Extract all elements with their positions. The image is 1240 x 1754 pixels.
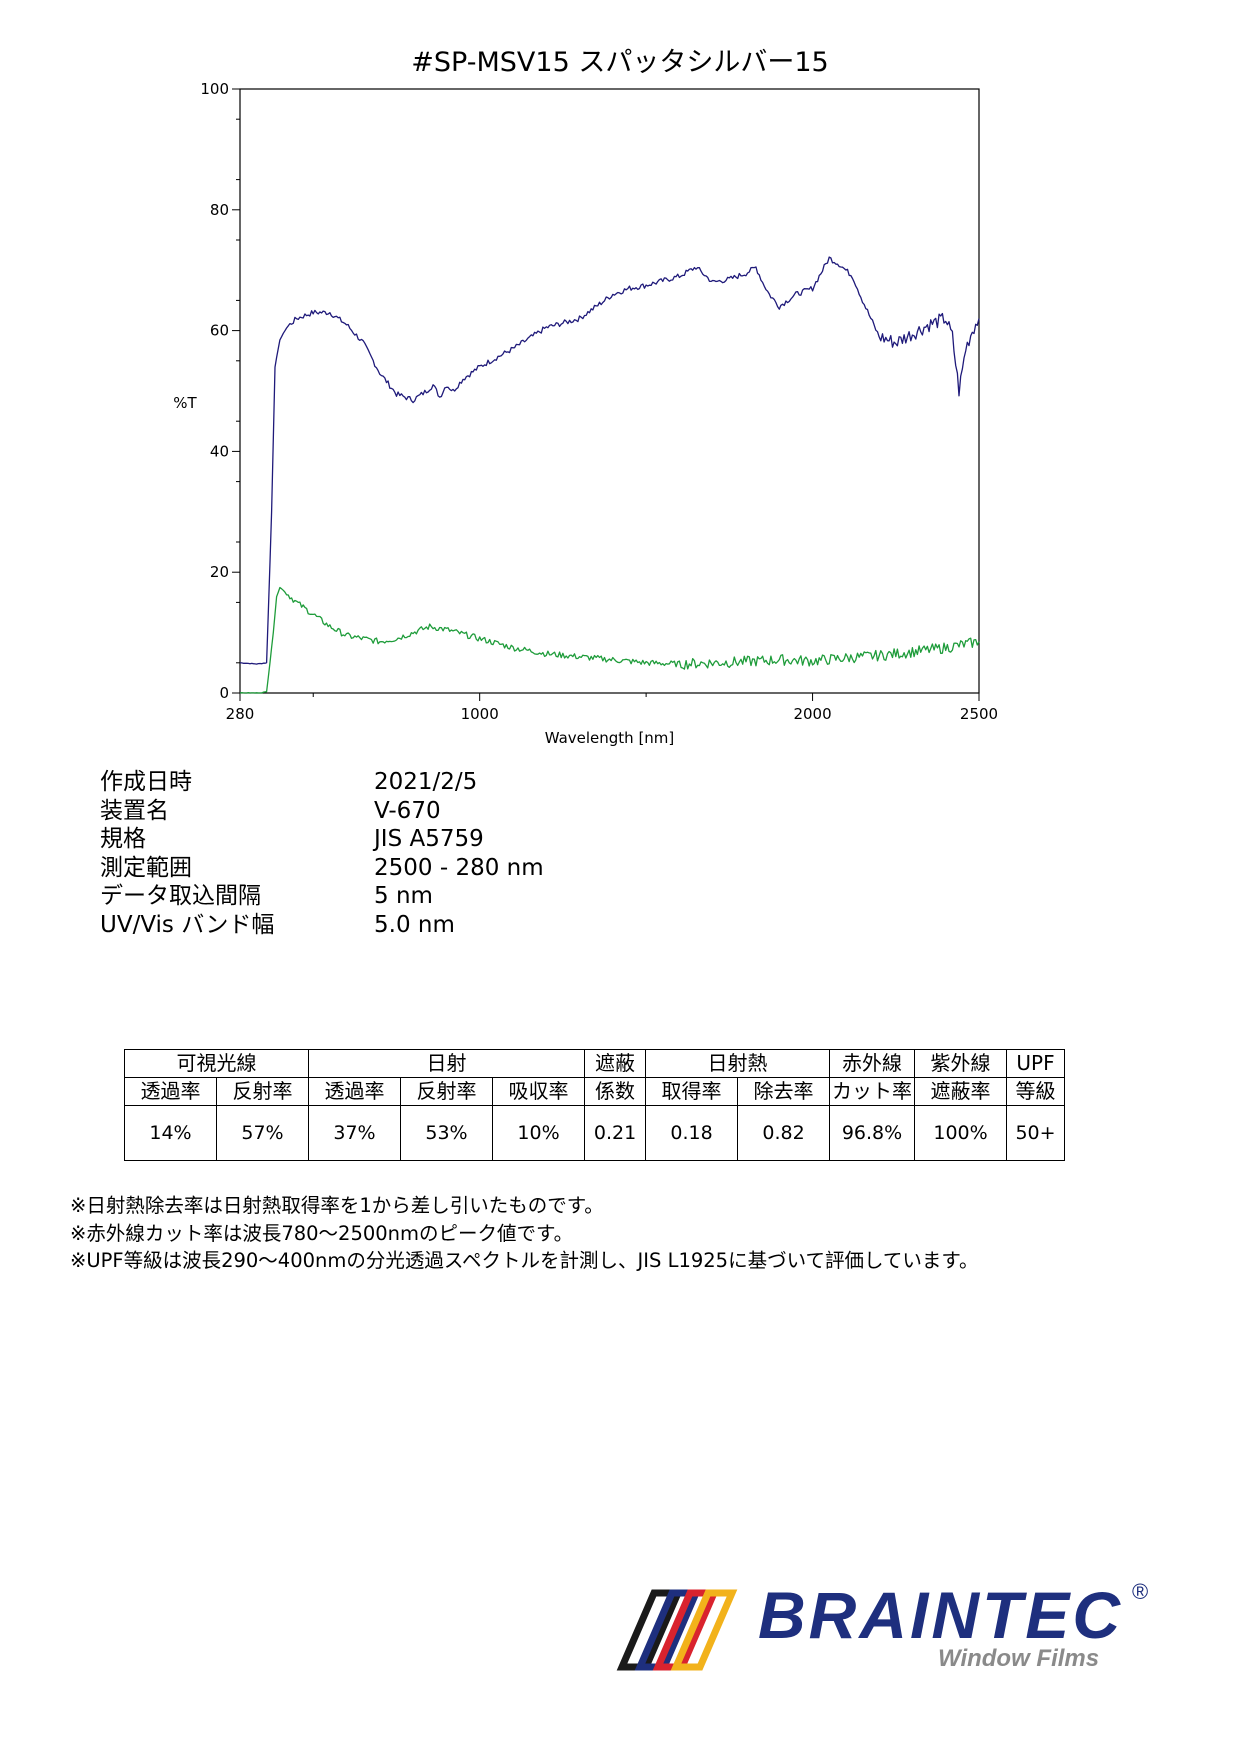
registered-mark: ® [1132,1579,1149,1604]
meta-key: 測定範囲 [100,854,192,881]
subheader-heat-gain: 取得率 [645,1077,739,1106]
footnote: ※UPF等級は波長290～400nmの分光透過スペクトルを計測し、JIS L19… [70,1249,979,1272]
value-shading-coef: 0.21 [584,1105,647,1161]
value-uv-block: 100% [914,1105,1008,1161]
meta-key: データ取込間隔 [100,883,261,909]
x-tick-label: 1000 [461,705,499,723]
header-solar-heat: 日射熱 [645,1049,831,1078]
meta-key: 作成日時 [100,769,192,795]
page-title: #SP-MSV15 スパッタシルバー15 [411,47,829,78]
subheader-sol-transmittance: 透過率 [308,1077,401,1106]
value-upf: 50+ [1006,1105,1066,1161]
y-axis-label: %T [173,394,197,412]
header-ir-bottom: カット率 [829,1077,916,1106]
value-sol-reflectance: 53% [400,1105,493,1161]
subheader-vis-reflectance: 反射率 [216,1077,309,1106]
braintec-logo: BRAINTEC ® Window Films [612,1578,1172,1678]
y-tick-label: 0 [219,684,229,702]
meta-value: 5 nm [374,883,433,909]
measurement-info: 作成日時 2021/2/5 装置名 V-670 規格 JIS A5759 測定範囲 25… [100,768,544,939]
meta-row: 作成日時 2021/2/5 [100,768,544,797]
header-uv-bottom: 遮蔽率 [914,1077,1008,1106]
brand-name: BRAINTEC [758,1578,1123,1652]
performance-table: 可視光線 日射 遮蔽 日射熱 赤外線 紫外線 UPF 透過率 反射率 透過率 反… [124,1049,1066,1161]
value-ir-cut: 96.8% [829,1105,916,1161]
y-tick-label: 60 [210,322,229,340]
header-upf-top: UPF [1006,1049,1066,1078]
table-row: 14% 57% 37% 53% 10% 0.21 0.18 0.82 96.8%… [124,1105,1066,1161]
meta-value: 5.0 nm [374,911,455,938]
meta-value: JIS A5759 [374,826,484,852]
subheader-heat-rejection: 除去率 [737,1077,831,1106]
y-tick-label: 20 [210,563,229,581]
stripes-logo-icon [616,1589,738,1671]
header-shading-coef-top: 遮蔽 [584,1049,647,1078]
meta-row: 装置名 V-670 [100,797,544,826]
meta-row: UV/Vis バンド幅 5.0 nm [100,911,544,940]
meta-key: UV/Vis バンド幅 [100,911,275,938]
meta-row: データ取込間隔 5 nm [100,882,544,911]
value-vis-transmittance: 14% [124,1105,217,1161]
y-tick-label: 40 [210,442,229,460]
y-tick-label: 80 [210,201,229,219]
meta-key: 装置名 [100,797,169,824]
header-ir-top: 赤外線 [829,1049,916,1078]
value-heat-rejection: 0.82 [737,1105,831,1161]
footnote: ※日射熱除去率は日射熱取得率を1から差し引いたものです。 [70,1194,604,1217]
header-solar: 日射 [307,1049,586,1078]
header-visible-light: 可視光線 [124,1049,309,1078]
header-upf-bottom: 等級 [1006,1077,1066,1106]
transmittance-chart: 0 20 40 60 80 100 280 1000 2000 2500 Wavelength [n… [173,80,998,747]
plot-frame [239,88,980,694]
meta-row: 測定範囲 2500 - 280 nm [100,854,544,883]
value-heat-gain: 0.18 [645,1105,739,1161]
meta-key: 規格 [100,826,146,852]
header-uv-top: 紫外線 [914,1049,1008,1078]
transmittance-line [239,256,980,665]
meta-value: 2500 - 280 nm [374,854,544,881]
footnotes: ※日射熱除去率は日射熱取得率を1から差し引いたものです。 ※赤外線カット率は波長… [70,1192,978,1275]
brand-tagline: Window Films [938,1645,1100,1672]
value-sol-absorptance: 10% [491,1105,586,1161]
value-vis-reflectance: 57% [216,1105,309,1161]
x-tick-label: 2000 [793,705,831,723]
footnote: ※赤外線カット率は波長780～2500nmのピーク値です。 [70,1221,574,1245]
header-shading-coef-bottom: 係数 [584,1077,647,1106]
meta-row: 規格 JIS A5759 [100,825,544,854]
y-tick-label: 100 [200,80,229,98]
meta-value: V-670 [374,797,441,824]
x-tick-label: 280 [226,705,255,723]
x-tick-label: 2500 [960,705,998,723]
meta-value: 2021/2/5 [374,769,478,795]
subheader-sol-reflectance: 反射率 [400,1077,493,1106]
subheader-vis-transmittance: 透過率 [124,1077,217,1106]
subheader-sol-absorptance: 吸収率 [491,1077,586,1106]
x-axis-label: Wavelength [nm] [545,729,675,747]
reflectance-line [239,586,980,694]
value-sol-transmittance: 37% [308,1105,401,1161]
